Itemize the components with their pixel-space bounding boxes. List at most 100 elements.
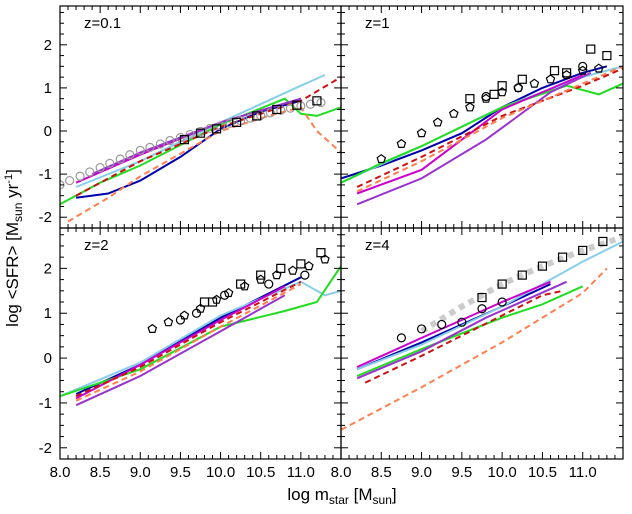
circle-point: [191, 308, 202, 318]
pentagon-point: [147, 323, 158, 333]
square-point: [549, 66, 560, 76]
pentagon-point: [271, 270, 282, 280]
circle-point: [416, 324, 427, 334]
square-point: [598, 236, 608, 247]
circle-point: [85, 167, 95, 177]
series-line-5: [75, 294, 286, 407]
square-point: [517, 74, 527, 84]
square-point: [296, 259, 306, 269]
square-point: [497, 279, 507, 289]
y-tick-label: 0: [44, 350, 52, 367]
circle-point: [115, 154, 125, 164]
y-tick-label: -1: [39, 395, 52, 412]
x-tick-label: 8.5: [371, 464, 392, 481]
square-point: [256, 270, 266, 280]
circle-point: [175, 315, 186, 325]
panel-frame: [340, 227, 624, 460]
pentagon-point: [320, 254, 330, 264]
circle-point: [155, 139, 165, 149]
panel-top-right: z=1: [340, 5, 624, 229]
y-tick-label: 1: [44, 80, 52, 97]
square-point: [586, 44, 596, 54]
x-tick-label: 11.0: [287, 464, 315, 481]
plot-area: [60, 74, 341, 223]
series-line-3: [341, 82, 623, 184]
panel-bottom-left: -2 -1 0 1 2 8.0 8.5 9.0 9.5 10.0 10.5 11.0 z=2: [39, 227, 342, 481]
circle-point: [95, 163, 105, 173]
square-point: [236, 279, 246, 289]
series-line-6: [356, 67, 623, 188]
circle-point: [135, 145, 145, 156]
circle-point: [165, 135, 175, 146]
pentagon-point: [593, 63, 604, 73]
pentagon-point: [416, 128, 427, 138]
series-line-7: [67, 106, 341, 223]
series-line-5: [356, 280, 568, 380]
circle-point: [245, 113, 255, 123]
square-point: [211, 124, 222, 134]
panel-top-left: -2 -1 0 1 2 z=0.1: [39, 5, 342, 229]
x-tick-label: 10.0: [488, 464, 517, 481]
x-tick-label: 9.0: [130, 464, 151, 481]
square-point: [179, 135, 190, 145]
square-point: [312, 96, 322, 106]
pentagon-point: [545, 74, 556, 84]
panel-redshift-label: z=0.1: [84, 15, 121, 32]
panel-redshift-label: z=2: [84, 237, 109, 254]
pentagon-point: [497, 87, 507, 97]
y-tick-label: -2: [39, 209, 52, 226]
circle-point: [145, 142, 155, 152]
circle-point: [477, 304, 487, 314]
panel-redshift-label: z=1: [365, 15, 390, 32]
circle-point: [125, 150, 135, 160]
circle-point: [105, 158, 115, 168]
circle-point: [185, 129, 195, 140]
panel-bottom-right: 8.0 8.5 9.0 9.5 10.0 10.5 11.0 z=4: [331, 227, 624, 481]
series-line-2: [356, 240, 623, 371]
circle-point: [578, 61, 588, 71]
circle-point: [457, 317, 467, 327]
pentagon-point: [529, 78, 540, 88]
square-point: [602, 50, 612, 61]
circle-point: [497, 297, 507, 307]
square-point: [578, 245, 588, 256]
square-point: [195, 128, 206, 138]
y-tick-label: -2: [39, 440, 52, 457]
panel-redshift-label: z=4: [365, 237, 390, 254]
pentagon-point: [239, 281, 250, 291]
series-line-4: [356, 74, 584, 195]
x-tick-label: 8.5: [90, 464, 111, 481]
circle-point: [300, 270, 310, 280]
series-line-1: [341, 65, 608, 180]
series-line-6: [364, 289, 563, 384]
pentagon-point: [287, 265, 298, 275]
y-axis-label: log <SFR> [Msun yr-1]: [3, 169, 25, 327]
pentagon-point: [376, 153, 387, 164]
series-line-7: [356, 65, 623, 193]
series-line-1: [356, 283, 551, 371]
y-tick-label: 2: [44, 37, 52, 54]
y-tick-label: 1: [44, 305, 52, 322]
x-tick-label: 10.5: [246, 464, 275, 481]
series-line-3: [60, 97, 341, 206]
pentagon-point: [432, 117, 443, 127]
x-tick-label: 9.0: [411, 464, 432, 481]
circle-point: [75, 171, 85, 181]
x-tick-label: 8.0: [50, 464, 71, 481]
square-point: [537, 261, 548, 271]
y-tick-label: 2: [44, 260, 52, 277]
series-line-4: [356, 280, 551, 368]
square-point: [292, 100, 302, 110]
series-line-6: [75, 280, 302, 398]
square-point: [557, 252, 568, 262]
x-tick-label: 10.5: [528, 464, 557, 481]
x-tick-label: 11.0: [569, 464, 597, 481]
square-point: [316, 248, 326, 258]
circle-point: [513, 83, 523, 93]
pentagon-point: [448, 108, 459, 118]
circle-point: [219, 290, 230, 300]
square-point: [272, 104, 282, 115]
square-point: [489, 89, 499, 99]
square-point: [465, 94, 475, 104]
